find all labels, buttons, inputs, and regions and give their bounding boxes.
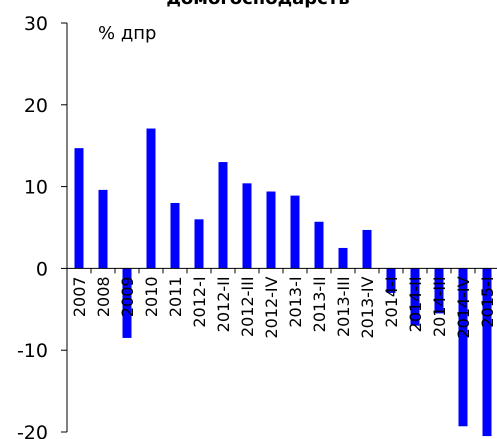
bar xyxy=(122,268,132,338)
bar xyxy=(482,268,492,437)
unit-label: % дпр xyxy=(98,23,156,44)
x-tick-label: 2013-II xyxy=(310,276,329,332)
x-tick-label: 2014-II xyxy=(406,276,425,332)
y-tick-label: -20 xyxy=(17,422,48,439)
x-tick-label: 2007 xyxy=(70,276,89,317)
x-tick-label: 2010 xyxy=(142,276,161,317)
bar xyxy=(242,183,252,269)
y-axis: 30 20 10 0 -10 -20 xyxy=(17,13,68,439)
bar xyxy=(338,247,348,269)
y-tick-label: -10 xyxy=(17,340,48,362)
x-tick-label: 2009 xyxy=(118,276,137,317)
x-tick-label: 2014-I xyxy=(382,276,401,327)
chart-title: домогосподарств xyxy=(166,0,349,9)
bar xyxy=(410,268,420,326)
bar xyxy=(194,219,204,269)
bar xyxy=(218,162,228,269)
x-tick-label: 2014-IV xyxy=(454,276,473,338)
bar xyxy=(266,191,276,269)
x-tick-label: 2013-I xyxy=(286,276,305,327)
x-axis: 2007 2008 2009 2010 2011 2012-I 2012-II 2012-II… xyxy=(66,267,497,339)
x-tick-label: 2012-I xyxy=(190,276,209,327)
bar xyxy=(362,229,372,269)
bar xyxy=(434,268,444,314)
bar xyxy=(314,221,324,269)
bar xyxy=(290,195,300,269)
x-tick-label: 2012-III xyxy=(238,276,257,337)
bar xyxy=(98,189,108,269)
bar xyxy=(458,268,468,427)
bar xyxy=(386,268,396,293)
bars xyxy=(74,128,492,437)
x-tick-label: 2012-IV xyxy=(262,276,281,338)
x-tick-label: 2014-III xyxy=(430,276,449,337)
x-tick-label: 2015-I xyxy=(478,276,497,327)
bar xyxy=(74,148,84,269)
x-tick-label: 2013-III xyxy=(334,276,353,337)
bar xyxy=(146,128,156,269)
y-tick-label: 10 xyxy=(24,177,48,199)
y-tick-label: 20 xyxy=(24,95,48,117)
y-tick-label: 30 xyxy=(24,13,48,35)
x-tick-label: 2013-IV xyxy=(358,276,377,338)
x-tick-label: 2012-II xyxy=(214,276,233,332)
y-tick-label: 0 xyxy=(36,258,48,280)
x-tick-label: 2011 xyxy=(166,276,185,317)
bar xyxy=(170,202,180,269)
x-tick-label: 2008 xyxy=(94,276,113,317)
